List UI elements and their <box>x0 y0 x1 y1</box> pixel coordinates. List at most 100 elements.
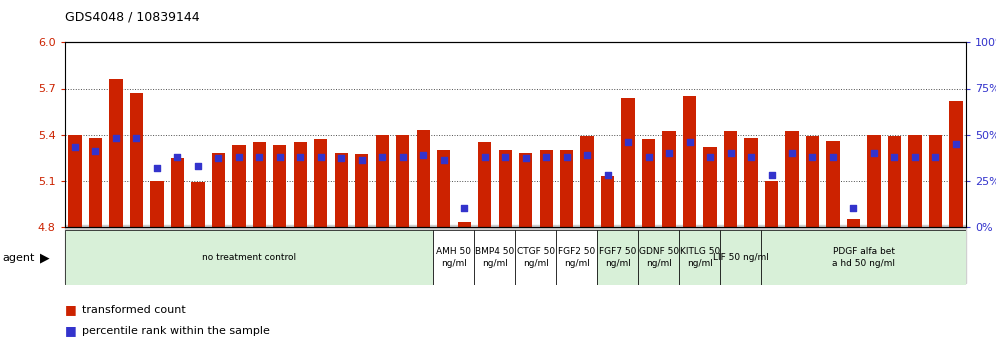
Bar <box>457 222 471 227</box>
Bar <box>540 150 553 227</box>
Bar <box>474 230 516 285</box>
Point <box>293 154 309 159</box>
Bar <box>638 230 679 285</box>
Point <box>497 154 513 159</box>
Text: transformed count: transformed count <box>82 305 185 315</box>
Bar <box>827 141 840 227</box>
Bar <box>69 135 82 227</box>
Point <box>846 205 862 211</box>
Point <box>764 172 780 178</box>
Bar <box>110 79 123 227</box>
Bar <box>887 136 901 227</box>
Text: CTGF 50
ng/ml: CTGF 50 ng/ml <box>517 247 555 268</box>
Text: ■: ■ <box>65 325 77 337</box>
Point <box>661 150 677 156</box>
Point <box>477 154 493 159</box>
Bar <box>170 158 184 227</box>
Bar <box>622 98 634 227</box>
Point <box>722 150 738 156</box>
Point <box>600 172 616 178</box>
Bar <box>232 145 246 227</box>
Point <box>67 144 83 150</box>
Text: FGF7 50
ng/ml: FGF7 50 ng/ml <box>600 247 636 268</box>
Bar <box>499 150 512 227</box>
Bar <box>191 182 204 227</box>
Text: ■: ■ <box>65 303 77 316</box>
Point <box>436 158 452 163</box>
Bar <box>679 230 720 285</box>
Text: LIF 50 ng/ml: LIF 50 ng/ml <box>713 253 769 262</box>
Text: GDS4048 / 10839144: GDS4048 / 10839144 <box>65 11 199 24</box>
Bar <box>150 181 163 227</box>
Bar <box>785 131 799 227</box>
Bar <box>129 93 143 227</box>
Point <box>702 154 718 159</box>
Bar <box>847 219 861 227</box>
Bar <box>598 230 638 285</box>
Point <box>210 156 226 161</box>
Point <box>907 154 923 159</box>
Bar <box>720 230 761 285</box>
Bar <box>703 147 717 227</box>
Point <box>190 163 206 169</box>
Point <box>88 148 104 154</box>
Bar <box>642 139 655 227</box>
Point <box>825 154 841 159</box>
Text: no treatment control: no treatment control <box>202 253 296 262</box>
Bar <box>478 142 491 227</box>
Point <box>394 154 410 159</box>
Point <box>948 141 964 147</box>
Text: FGF2 50
ng/ml: FGF2 50 ng/ml <box>559 247 596 268</box>
Point <box>108 135 124 141</box>
Bar <box>212 153 225 227</box>
Point <box>518 156 534 161</box>
Point <box>456 205 472 211</box>
Point <box>354 158 370 163</box>
Bar <box>416 130 430 227</box>
Point <box>128 135 144 141</box>
Bar <box>557 230 598 285</box>
Point <box>743 154 759 159</box>
Point <box>415 152 431 158</box>
Bar <box>396 135 409 227</box>
Point <box>169 154 185 159</box>
Point <box>927 154 943 159</box>
Bar <box>744 138 758 227</box>
Bar <box>868 135 880 227</box>
Bar <box>683 96 696 227</box>
Bar <box>519 153 532 227</box>
Text: percentile rank within the sample: percentile rank within the sample <box>82 326 270 336</box>
Point <box>866 150 881 156</box>
Point <box>231 154 247 159</box>
Text: agent: agent <box>2 252 35 263</box>
Point <box>886 154 902 159</box>
Point <box>681 139 697 145</box>
Bar <box>806 136 819 227</box>
Point <box>374 154 390 159</box>
Point <box>640 154 656 159</box>
Point <box>784 150 800 156</box>
Bar <box>908 135 921 227</box>
Bar <box>273 145 287 227</box>
Bar <box>314 139 328 227</box>
Bar <box>949 101 962 227</box>
Bar <box>581 136 594 227</box>
Bar <box>335 153 348 227</box>
Bar <box>89 138 103 227</box>
Point <box>334 156 350 161</box>
Bar <box>356 154 369 227</box>
Text: GDNF 50
ng/ml: GDNF 50 ng/ml <box>638 247 679 268</box>
Bar <box>65 230 433 285</box>
Point <box>149 165 165 171</box>
Point <box>313 154 329 159</box>
Text: BMP4 50
ng/ml: BMP4 50 ng/ml <box>475 247 515 268</box>
Point <box>272 154 288 159</box>
Text: AMH 50
ng/ml: AMH 50 ng/ml <box>436 247 471 268</box>
Point <box>579 152 595 158</box>
Bar <box>601 176 615 227</box>
Bar <box>516 230 557 285</box>
Point <box>559 154 575 159</box>
Text: KITLG 50
ng/ml: KITLG 50 ng/ml <box>679 247 720 268</box>
Point <box>538 154 554 159</box>
Bar <box>253 142 266 227</box>
